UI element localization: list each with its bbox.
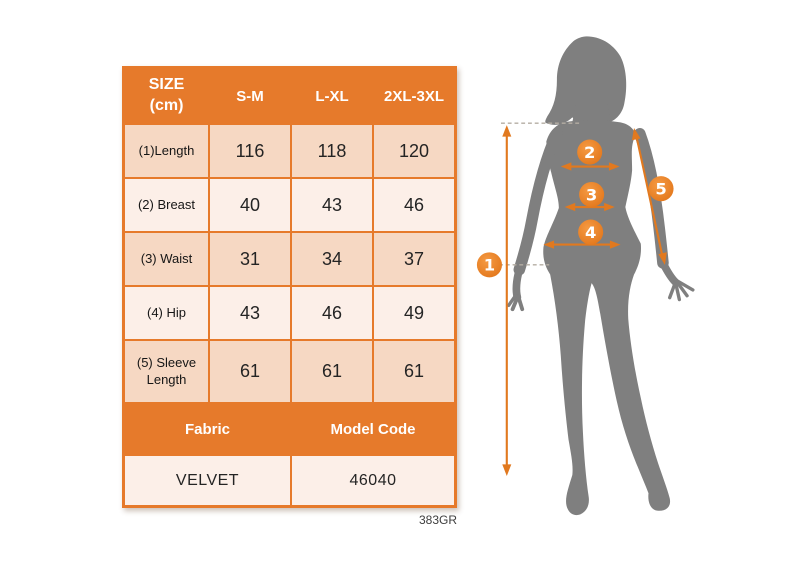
row-label-length: (1)Length <box>125 125 208 177</box>
footnote-code: 383GR <box>418 513 457 527</box>
measure-badge-1 <box>476 252 502 278</box>
value-breast-2xl3xl: 46 <box>374 179 454 231</box>
measure-badge-3-label: 3 <box>586 185 597 204</box>
measure-badge-3 <box>579 181 605 208</box>
model-code-value-cell: 46040 <box>292 456 454 505</box>
measure-badge-2 <box>577 139 603 165</box>
measure-arrow-breast <box>560 162 620 171</box>
row-label-hip: (4) Hip <box>125 287 208 339</box>
value-waist-2xl3xl: 37 <box>374 233 454 285</box>
value-hip-lxl: 46 <box>292 287 372 339</box>
value-sleeve-sm: 61 <box>210 341 290 402</box>
fabric-header-cell: Fabric <box>125 404 290 454</box>
value-sleeve-2xl3xl: 61 <box>374 341 454 402</box>
silhouette-left-arm <box>507 127 563 312</box>
silhouette-body <box>543 120 671 516</box>
measure-badge-1-label: 1 <box>484 256 495 275</box>
measure-badge-5 <box>648 176 674 202</box>
size-chart-table: SIZE (cm) S-M L-XL 2XL-3XL (1)Length 116… <box>122 66 457 508</box>
row-label-sleeve-length: (5) Sleeve Length <box>125 341 208 402</box>
fabric-value-cell: VELVET <box>125 456 290 505</box>
value-waist-lxl: 34 <box>292 233 372 285</box>
value-waist-sm: 31 <box>210 233 290 285</box>
silhouette-right-arm <box>634 127 695 302</box>
measurement-figure: 1 2 3 4 5 <box>470 20 800 555</box>
value-length-2xl3xl: 120 <box>374 125 454 177</box>
measure-arrow-length <box>502 125 512 476</box>
value-hip-2xl3xl: 49 <box>374 287 454 339</box>
value-length-lxl: 118 <box>292 125 372 177</box>
col-header-lxl: L-XL <box>292 69 372 123</box>
row-label-waist: (3) Waist <box>125 233 208 285</box>
measure-arrow-waist <box>564 202 615 212</box>
corner-header-cell: SIZE (cm) <box>125 69 208 123</box>
measure-badge-4-label: 4 <box>585 223 596 242</box>
value-sleeve-lxl: 61 <box>292 341 372 402</box>
model-code-header-cell: Model Code <box>292 404 454 454</box>
woman-silhouette <box>507 36 695 516</box>
value-hip-sm: 43 <box>210 287 290 339</box>
value-length-sm: 116 <box>210 125 290 177</box>
measure-badge-4 <box>578 219 604 245</box>
value-breast-sm: 40 <box>210 179 290 231</box>
row-label-breast: (2) Breast <box>125 179 208 231</box>
measure-badge-5-label: 5 <box>655 179 666 198</box>
measure-badge-2-label: 2 <box>584 143 595 162</box>
value-breast-lxl: 43 <box>292 179 372 231</box>
measurement-figure-svg: 1 2 3 4 5 <box>476 36 695 516</box>
col-header-2xl3xl: 2XL-3XL <box>374 69 454 123</box>
measure-arrow-hip <box>543 240 621 249</box>
col-header-sm: S-M <box>210 69 290 123</box>
measure-arrow-sleeve <box>631 127 667 265</box>
